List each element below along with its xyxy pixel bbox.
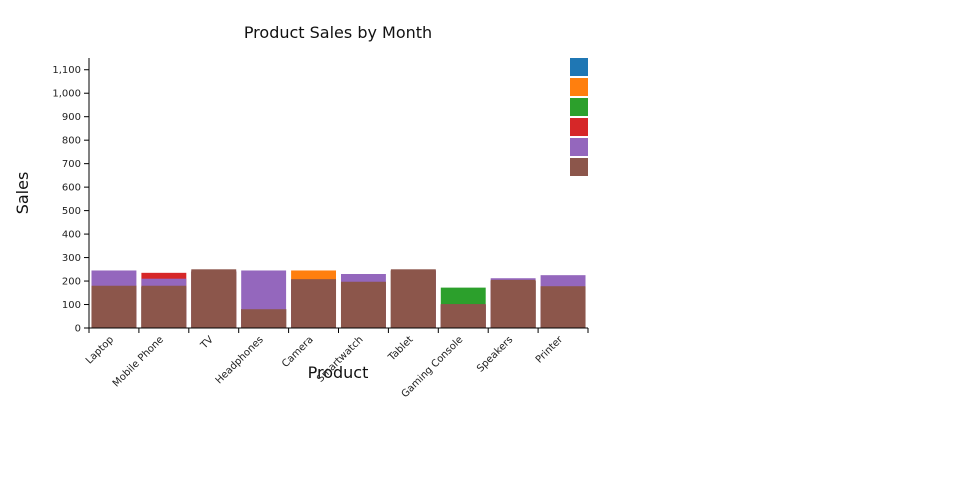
bar-s5-6[interactable] — [390, 269, 436, 328]
bar-s5-9[interactable] — [540, 286, 586, 328]
bar-s5-4[interactable] — [291, 279, 337, 328]
legend-swatch-5[interactable] — [570, 158, 588, 176]
legend[interactable] — [570, 58, 588, 176]
y-tick-label: 700 — [62, 159, 81, 170]
bar-s5-7[interactable] — [440, 304, 486, 328]
legend-swatch-2[interactable] — [570, 98, 588, 116]
y-tick-label: 1,100 — [52, 65, 81, 76]
legend-swatch-1[interactable] — [570, 78, 588, 96]
y-tick-label: 400 — [62, 230, 81, 241]
y-axis: 0 100 200 300 400 500 600 700 800 900 1,000 1,100 — [52, 58, 90, 335]
legend-swatch-3[interactable] — [570, 118, 588, 136]
y-tick-label: 900 — [62, 112, 81, 123]
x-axis-title: Product — [308, 363, 369, 382]
y-tick-label: 100 — [62, 300, 81, 311]
bar-s5-1[interactable] — [141, 285, 187, 328]
y-tick-label: 200 — [62, 277, 81, 288]
bar-s5-8[interactable] — [490, 279, 536, 328]
bars-layer — [91, 269, 586, 328]
x-tick-label: Mobile Phone — [111, 334, 166, 389]
y-axis-title: Sales — [13, 172, 32, 215]
y-tick-label: 500 — [62, 206, 81, 217]
x-tick-label: Tablet — [386, 334, 416, 364]
x-tick-label: TV — [198, 334, 216, 352]
legend-swatch-0[interactable] — [570, 58, 588, 76]
bar-s5-5[interactable] — [340, 281, 386, 328]
bar-s5-2[interactable] — [191, 269, 237, 328]
y-tick-label: 1,000 — [52, 89, 81, 100]
y-tick-label: 600 — [62, 183, 81, 194]
y-tick-label: 0 — [75, 324, 81, 335]
x-tick-label: Printer — [534, 334, 566, 366]
y-tick-label: 800 — [62, 136, 81, 147]
bar-s5-0[interactable] — [91, 285, 137, 328]
legend-swatch-4[interactable] — [570, 138, 588, 156]
x-tick-label: Headphones — [214, 334, 266, 386]
x-tick-label: Laptop — [84, 334, 116, 366]
chart-title: Product Sales by Month — [244, 23, 432, 42]
x-tick-label: Speakers — [475, 334, 515, 374]
y-tick-label: 300 — [62, 253, 81, 264]
bar-s5-3[interactable] — [241, 309, 287, 328]
